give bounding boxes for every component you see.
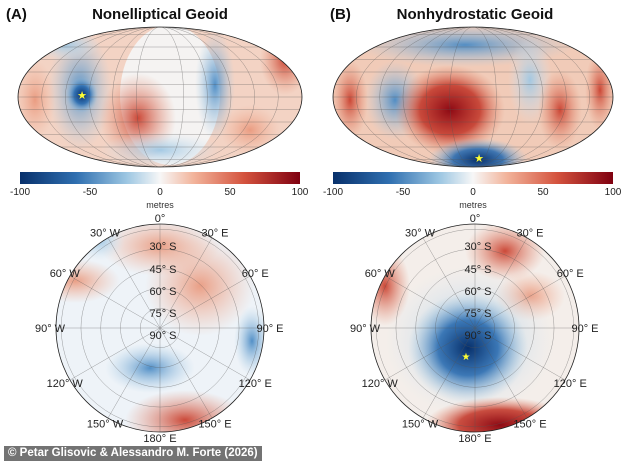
polar-b-outline	[370, 223, 580, 433]
longitude-line	[384, 275, 476, 329]
longitude-label: 180° E	[458, 433, 491, 445]
longitude-label: 60° W	[365, 268, 396, 280]
colorbar-tick-label: 50	[224, 187, 236, 198]
star-marker-polar-b: ★	[462, 352, 471, 363]
longitude-label: 90° W	[35, 323, 66, 335]
latitude-label: 45° S	[464, 264, 491, 276]
map-a-outline	[17, 26, 303, 168]
colorbar-tick-label: -50	[396, 187, 411, 198]
latitude-label: 45° S	[149, 264, 176, 276]
longitude-line	[474, 275, 566, 329]
longitude-label: 90° E	[256, 323, 283, 335]
longitude-line	[159, 237, 213, 329]
colorbar-tick-label: 0	[157, 187, 163, 198]
panel-a-title: Nonelliptical Geoid	[92, 6, 228, 23]
longitude-label: 30° E	[516, 228, 543, 240]
longitude-label: 30° W	[90, 228, 121, 240]
longitude-label: 120° W	[47, 378, 84, 390]
colorbar-tick-label: -100	[323, 187, 343, 198]
mollweide-map-b	[333, 27, 613, 167]
colorbar-tick-label: 100	[605, 187, 622, 198]
image-credit: © Petar Glisovic & Alessandro M. Forte (…	[4, 446, 262, 461]
latitude-label: 30° S	[149, 241, 176, 253]
longitude-line	[69, 275, 161, 329]
colorbar-tick-label: 100	[292, 187, 309, 198]
longitude-label: 150° W	[402, 418, 439, 430]
longitude-label: 150° W	[87, 418, 124, 430]
polar-map-b	[371, 224, 579, 432]
latitude-label: 30° S	[464, 241, 491, 253]
colorbar-unit-label: metres	[459, 200, 487, 210]
latitude-label: 75° S	[464, 308, 491, 320]
colorbar	[20, 172, 300, 184]
star-marker-b: ★	[474, 153, 484, 165]
longitude-line	[422, 237, 476, 329]
longitude-label: 30° E	[201, 228, 228, 240]
longitude-label: 60° W	[50, 268, 81, 280]
longitude-label: 120° E	[239, 378, 272, 390]
longitude-label: 60° E	[242, 268, 269, 280]
longitude-label: 30° W	[405, 228, 436, 240]
longitude-label: 150° E	[198, 418, 231, 430]
longitude-label: 0°	[470, 213, 481, 225]
longitude-line	[69, 327, 161, 381]
polar-graticule-a	[56, 224, 264, 432]
longitude-label: 90° W	[350, 323, 381, 335]
colorbar-tick-label: 50	[537, 187, 549, 198]
panel-b-letter: (B)	[330, 6, 351, 23]
longitude-line	[474, 237, 528, 329]
map-b-outline	[332, 26, 614, 168]
panel-b-title: Nonhydrostatic Geoid	[397, 6, 554, 23]
latitude-label: 90° S	[149, 330, 176, 342]
colorbar	[333, 172, 613, 184]
longitude-label: 0°	[155, 213, 166, 225]
longitude-line	[107, 327, 161, 419]
polar-graticule-b	[371, 224, 579, 432]
longitude-label: 180° E	[143, 433, 176, 445]
longitude-line	[422, 327, 476, 419]
longitude-label: 90° E	[571, 323, 598, 335]
star-marker-a: ★	[77, 90, 87, 102]
colorbar-unit-label: metres	[146, 200, 174, 210]
longitude-line	[474, 327, 566, 381]
longitude-line	[159, 275, 251, 329]
panel-a-letter: (A)	[6, 6, 27, 23]
graticule-b	[333, 27, 613, 167]
longitude-line	[107, 237, 161, 329]
colorbar-tick-label: -100	[10, 187, 30, 198]
longitude-label: 150° E	[513, 418, 546, 430]
longitude-line	[384, 327, 476, 381]
longitude-line	[474, 327, 528, 419]
longitude-line	[159, 327, 251, 381]
latitude-label: 60° S	[149, 286, 176, 298]
longitude-label: 60° E	[557, 268, 584, 280]
colorbar-tick-label: 0	[470, 187, 476, 198]
longitude-label: 120° W	[362, 378, 399, 390]
longitude-label: 120° E	[554, 378, 587, 390]
latitude-label: 75° S	[149, 308, 176, 320]
colorbar-tick-label: -50	[83, 187, 98, 198]
latitude-label: 90° S	[464, 330, 491, 342]
longitude-line	[159, 327, 213, 419]
polar-a-outline	[55, 223, 265, 433]
latitude-label: 60° S	[464, 286, 491, 298]
